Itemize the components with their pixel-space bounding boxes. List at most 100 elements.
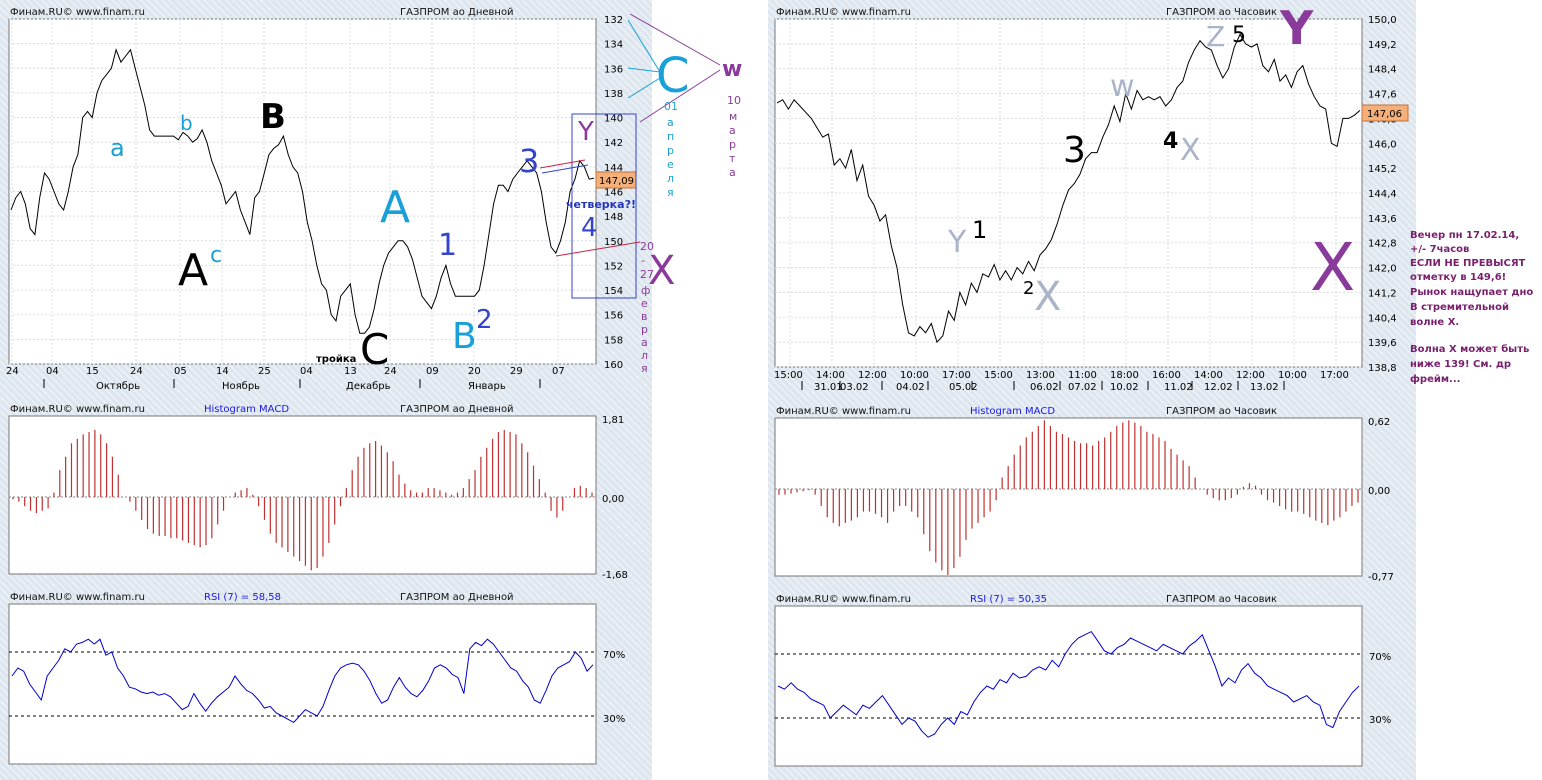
target-line-w1 (629, 13, 721, 66)
vertical-letter: л (641, 349, 648, 362)
vertical-letter: а (729, 124, 736, 137)
forecast-note: Вечер пн 17.02.14, +/- 7часов ЕСЛИ НЕ ПРЕВ… (1410, 230, 1533, 385)
wave-Y: Y (577, 117, 594, 147)
y-tick-label: 152 (604, 261, 623, 272)
wave-Y1: Y (947, 225, 967, 260)
note-line: ниже 139! См. др (1410, 359, 1511, 370)
x-time-label: 12:00 (1236, 370, 1265, 381)
y-tick-label: 139,6 (1368, 338, 1397, 349)
y-tick-label: 150 (604, 237, 623, 248)
x-day-label: 09 (426, 366, 439, 377)
right-rsi-tick-30: 30% (1369, 715, 1391, 726)
left-price-y-ticks: 132 134 136 138 140 142 144 146 148 150 152 154 156 1… (604, 15, 623, 371)
vertical-letter: п (667, 130, 674, 143)
left-price-line (10, 48, 595, 334)
x-day-label: 25 (258, 366, 271, 377)
left-rsi-indicator: RSI (7) = 58,58 (204, 592, 281, 603)
right-price-line (776, 33, 1361, 344)
left-annotations: a b c B A A 1 B 2 C тройка 3 Y 4 четверк… (110, 13, 742, 375)
right-rsi-site: www.finam.ru (842, 594, 911, 605)
right-last-price-box (1361, 104, 1409, 122)
x-time-label: 10:00 (900, 370, 929, 381)
x-date-label: 31.01 (814, 382, 843, 393)
vertical-letter: я (641, 362, 648, 375)
x-day-label: 24 (6, 366, 19, 377)
y-tick-label: 150,0 (1368, 15, 1397, 26)
vertical-letter: ф (641, 284, 650, 297)
trend-line-bottom (555, 241, 641, 257)
x-date-label: 05.02 (949, 382, 978, 393)
y-tick-label: 158 (604, 335, 623, 346)
right-rsi-brand: Финам.RU© (776, 594, 839, 605)
wave-Z: Z (1206, 20, 1225, 53)
note-line: Рынок нащупает дно (1410, 287, 1533, 298)
right-price-title: ГАЗПРОМ ао Часовик (1166, 7, 1277, 18)
vertical-letter: е (641, 297, 648, 310)
right-macd-title: ГАЗПРОМ ао Часовик (1166, 406, 1277, 417)
feb-dash: - (641, 254, 645, 267)
left-macd-tick-bottom: -1,68 (602, 570, 628, 581)
right-last-price: 147,06 (1367, 109, 1402, 120)
right-macd-tick-bottom: -0,77 (1368, 572, 1394, 583)
vertical-letter: р (641, 323, 648, 336)
right-price-brand: Финам.RU© (776, 7, 839, 18)
left-macd-tick-top: 1,81 (602, 415, 624, 426)
wave-3: 3 (519, 142, 539, 180)
vertical-letter: а (667, 116, 674, 129)
x-day-label: 05 (174, 366, 187, 377)
feb-num2: 27 (640, 268, 654, 281)
left-macd-title: ГАЗПРОМ ао Дневной (400, 404, 514, 415)
x-date-label: 04.02 (896, 382, 925, 393)
wave-X4: X (1180, 133, 1201, 168)
right-macd-bars (775, 420, 1362, 575)
x-date-label: 03.02 (840, 382, 869, 393)
y-tick-label: 148 (604, 212, 623, 223)
x-time-label: 18:00 (1110, 370, 1139, 381)
wave-C-big: C (360, 325, 389, 374)
y-tick-label: 144 (604, 163, 623, 174)
wave-3-right: 3 (1063, 130, 1086, 171)
x-date-label: 10.02 (1110, 382, 1139, 393)
left-macd-plot (8, 415, 597, 575)
x-day-label: 15 (86, 366, 99, 377)
right-macd-tick-zero: 0,00 (1368, 486, 1390, 497)
wave-1-right: 1 (972, 216, 987, 244)
note-line: +/- 7часов (1410, 244, 1469, 255)
x-time-label: 16:00 (1152, 370, 1181, 381)
target-line-1 (627, 19, 661, 73)
x-month-label: Январь (468, 381, 506, 392)
x-day-label: 13 (344, 366, 357, 377)
left-rsi-tick-30: 30% (603, 714, 625, 725)
mar-num: 10 (727, 94, 741, 107)
x-date-label: 11.02 (1164, 382, 1193, 393)
x-time-label: 14:00 (816, 370, 845, 381)
left-rsi-line (11, 638, 594, 724)
troyka-label: тройка (316, 354, 356, 365)
y-tick-label: 140 (604, 114, 623, 125)
x-day-label: 20 (468, 366, 481, 377)
wave-Y-top: Y (1279, 1, 1314, 55)
vertical-letter: м (729, 110, 737, 123)
y-tick-label: 144,4 (1368, 189, 1397, 200)
right-rsi-line (777, 630, 1360, 738)
vertical-letter: а (729, 166, 736, 179)
y-tick-label: 142,8 (1368, 239, 1397, 250)
right-price-grid (775, 18, 1362, 368)
apr-num: 01 (664, 100, 678, 113)
left-panel: Финам.RU© www.finam.ru ГАЗПРОМ ао Дневно… (6, 7, 742, 765)
y-tick-label: 156 (604, 311, 623, 322)
x-date-label: 13.02 (1250, 382, 1279, 393)
left-macd-bars (9, 429, 596, 571)
y-tick-label: 138,8 (1368, 363, 1397, 374)
left-macd-tick-zero: 0,00 (602, 494, 624, 505)
x-time-label: 15:00 (774, 370, 803, 381)
left-macd-site: www.finam.ru (76, 404, 145, 415)
right-price-y-ticks: 150,0149,2148,4147,6146,8146,0145,2144,4… (1368, 15, 1397, 374)
x-time-label: 17:00 (942, 370, 971, 381)
right-price-site: www.finam.ru (842, 7, 911, 18)
target-W: w (722, 57, 742, 82)
wave-2: 2 (476, 305, 493, 335)
target-C: C (656, 48, 690, 104)
right-rsi-plot (774, 605, 1363, 767)
